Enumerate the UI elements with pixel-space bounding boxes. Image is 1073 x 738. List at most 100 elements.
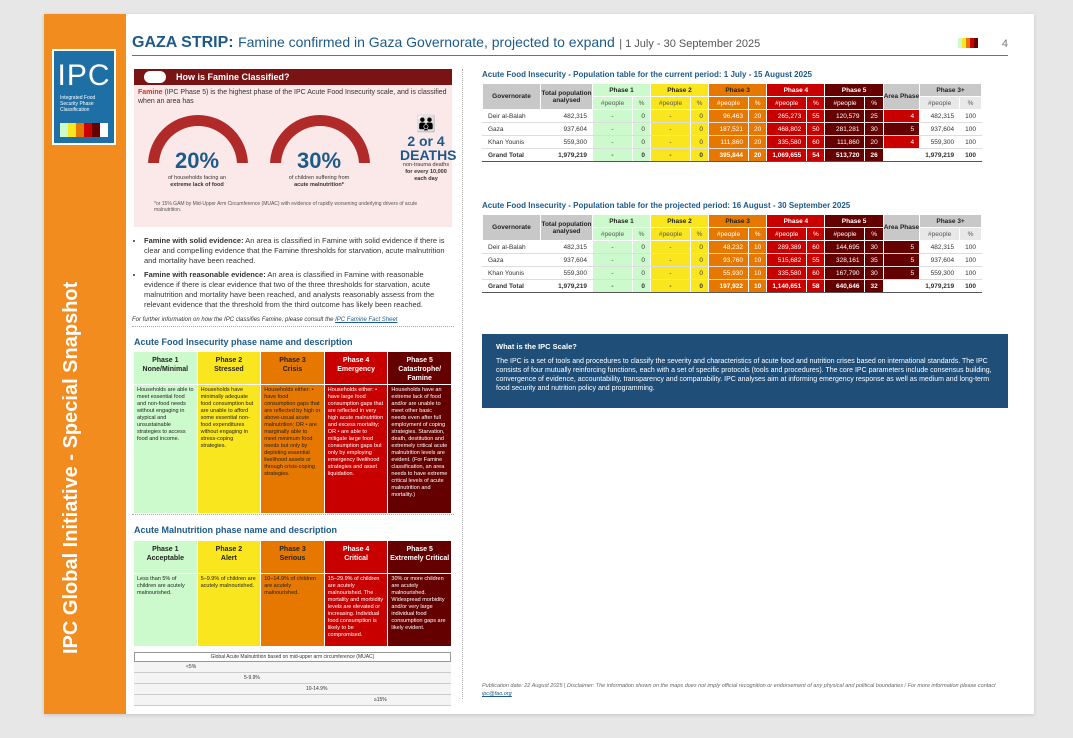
gam-scale: Global Acute Malnutrition based on mid-u… bbox=[134, 652, 451, 706]
column-header: Phase 3+ bbox=[919, 214, 982, 228]
phase-header: Phase 3 Serious bbox=[261, 541, 324, 573]
subheader: % bbox=[632, 227, 651, 241]
gauge-households: 20% of households facing an extreme lack … bbox=[142, 115, 252, 188]
table-cell: 1,069,655 bbox=[766, 148, 808, 162]
table-row: Gaza 937,604-0-0 93,760 10 515,682 55 328,161 3… bbox=[482, 253, 982, 267]
table-cell: 4 bbox=[882, 135, 921, 149]
table-cell: - bbox=[592, 148, 633, 162]
column-header: Phase 4 bbox=[766, 83, 826, 97]
table-cell: 328,161 bbox=[824, 253, 866, 267]
subheader: #people bbox=[919, 96, 961, 110]
table-cell: Grand Total bbox=[482, 148, 541, 162]
phase-description: Households have minimally adequate food … bbox=[197, 385, 261, 513]
table-cell: 482,315 bbox=[540, 109, 593, 123]
table-cell: 100 bbox=[959, 135, 982, 149]
table-cell: - bbox=[650, 266, 691, 280]
table-row: Deir al-Balah 482,315-0-0 48,232 10 289,389 6… bbox=[482, 240, 982, 254]
table-cell: 0 bbox=[632, 109, 651, 123]
contact-email-link[interactable]: ipc@fao.org bbox=[482, 691, 512, 697]
table-row: Gaza 937,604-0-0 187,521 20 468,802 50 281,281… bbox=[482, 122, 982, 136]
table-cell: 937,604 bbox=[919, 253, 961, 267]
phase-header: Phase 1 None/Minimal bbox=[134, 352, 197, 384]
table-cell: 0 bbox=[632, 135, 651, 149]
table-cell: 0 bbox=[690, 109, 709, 123]
subheader: % bbox=[806, 96, 826, 110]
column-header: Phase 2 bbox=[650, 83, 709, 97]
table-cell: 0 bbox=[690, 135, 709, 149]
subheader: #people bbox=[766, 96, 808, 110]
table-cell: 335,580 bbox=[766, 266, 808, 280]
subheader: % bbox=[806, 227, 826, 241]
afi-phase-title: Acute Food Insecurity phase name and des… bbox=[134, 337, 353, 347]
table-cell: - bbox=[650, 109, 691, 123]
table-cell: 54 bbox=[806, 148, 826, 162]
table-cell: 20 bbox=[747, 135, 768, 149]
column-header: Area Phase bbox=[882, 214, 921, 241]
famine-definition: Famine (IPC Phase 5) is the highest phas… bbox=[138, 89, 447, 105]
table-cell: 1,979,219 bbox=[540, 279, 593, 293]
table-cell: 100 bbox=[959, 253, 982, 267]
table-cell: 395,844 bbox=[708, 148, 749, 162]
table-cell: 0 bbox=[632, 240, 651, 254]
phase-header: Phase 2 Stressed bbox=[197, 352, 261, 384]
table-cell: 515,682 bbox=[766, 253, 808, 267]
table-row: Khan Younis 559,300-0-0 55,930 10 335,580 60 1… bbox=[482, 266, 982, 280]
table-cell: - bbox=[592, 266, 633, 280]
subheader: #people bbox=[650, 96, 691, 110]
subheader: % bbox=[690, 227, 709, 241]
subheader: % bbox=[632, 96, 651, 110]
subheader: #people bbox=[766, 227, 808, 241]
deaths-indicator: 👪 2 or 4 DEATHS non-trauma deaths for eve… bbox=[400, 116, 457, 182]
header-title: Famine confirmed in Gaza Governorate, pr… bbox=[238, 34, 615, 50]
header-period: 1 July - 30 September 2025 bbox=[625, 38, 761, 50]
table-cell: 55,930 bbox=[708, 266, 749, 280]
column-header: Area Phase bbox=[882, 83, 921, 110]
subheader: #people bbox=[919, 227, 961, 241]
phase-header: Phase 5 Catastrophe/ Famine bbox=[388, 352, 451, 384]
table-cell: 100 bbox=[959, 279, 982, 293]
table-cell: 55 bbox=[806, 253, 826, 267]
table-cell: 559,300 bbox=[919, 135, 961, 149]
table-cell: 60 bbox=[806, 135, 826, 149]
projected-table-title: Acute Food Insecurity - Population table… bbox=[482, 201, 851, 210]
table-row: Grand Total 1,979,219-0-0 197,922 10 1,140,6… bbox=[482, 279, 982, 293]
table-cell: 60 bbox=[806, 266, 826, 280]
gauge-children: 30% of children suffering from acute maln… bbox=[264, 115, 374, 188]
table-cell: 20 bbox=[747, 122, 768, 136]
further-info: For further information on how the IPC c… bbox=[132, 317, 398, 323]
table-cell: 937,604 bbox=[540, 122, 593, 136]
subheader: #people bbox=[592, 96, 633, 110]
column-header: Governorate bbox=[482, 83, 541, 110]
subheader: #people bbox=[708, 227, 749, 241]
table-row: Deir al-Balah 482,315-0-0 96,463 20 265,273 5… bbox=[482, 109, 982, 123]
phase-header: Phase 4 Critical bbox=[324, 541, 388, 573]
phase-description: 15–29.9% of children are acutely malnour… bbox=[324, 574, 388, 646]
page-footer: Publication date: 22 August 2025 | Discl… bbox=[482, 683, 996, 697]
table-cell: 100 bbox=[959, 240, 982, 254]
table-cell: 0 bbox=[632, 148, 651, 162]
table-cell: 30 bbox=[864, 266, 884, 280]
table-cell: 100 bbox=[959, 122, 982, 136]
am-phase-title: Acute Malnutrition phase name and descri… bbox=[134, 525, 338, 535]
table-cell: 5 bbox=[882, 240, 921, 254]
table-cell: 197,922 bbox=[708, 279, 749, 293]
column-header: Phase 5 bbox=[824, 83, 884, 97]
famine-fact-sheet-link[interactable]: IPC Famine Fact Sheet bbox=[335, 317, 398, 323]
table-cell: 482,315 bbox=[540, 240, 593, 254]
list-item: Famine with solid evidence: An area is c… bbox=[144, 236, 452, 266]
table-cell: Deir al-Balah bbox=[482, 109, 541, 123]
table-cell: 10 bbox=[747, 240, 768, 254]
table-cell: Grand Total bbox=[482, 279, 541, 293]
phase-description: 5–9.9% of children are acutely malnouris… bbox=[197, 574, 261, 646]
projected-population-table: Governorate Total population analysed Phas… bbox=[482, 214, 982, 293]
table-cell: 482,315 bbox=[919, 240, 961, 254]
report-page: IPC Integrated Food Security Phase Class… bbox=[44, 14, 1034, 714]
table-cell: 20 bbox=[747, 148, 768, 162]
current-population-table: Governorate Total population analysed Phas… bbox=[482, 83, 982, 162]
table-cell: 50 bbox=[806, 122, 826, 136]
header-region: GAZA STRIP: bbox=[132, 34, 234, 51]
phase-description: 10–14.9% of children are acutely malnour… bbox=[261, 574, 324, 646]
table-cell: 265,273 bbox=[766, 109, 808, 123]
column-header: Phase 3 bbox=[707, 83, 768, 97]
subheader: % bbox=[747, 96, 768, 110]
